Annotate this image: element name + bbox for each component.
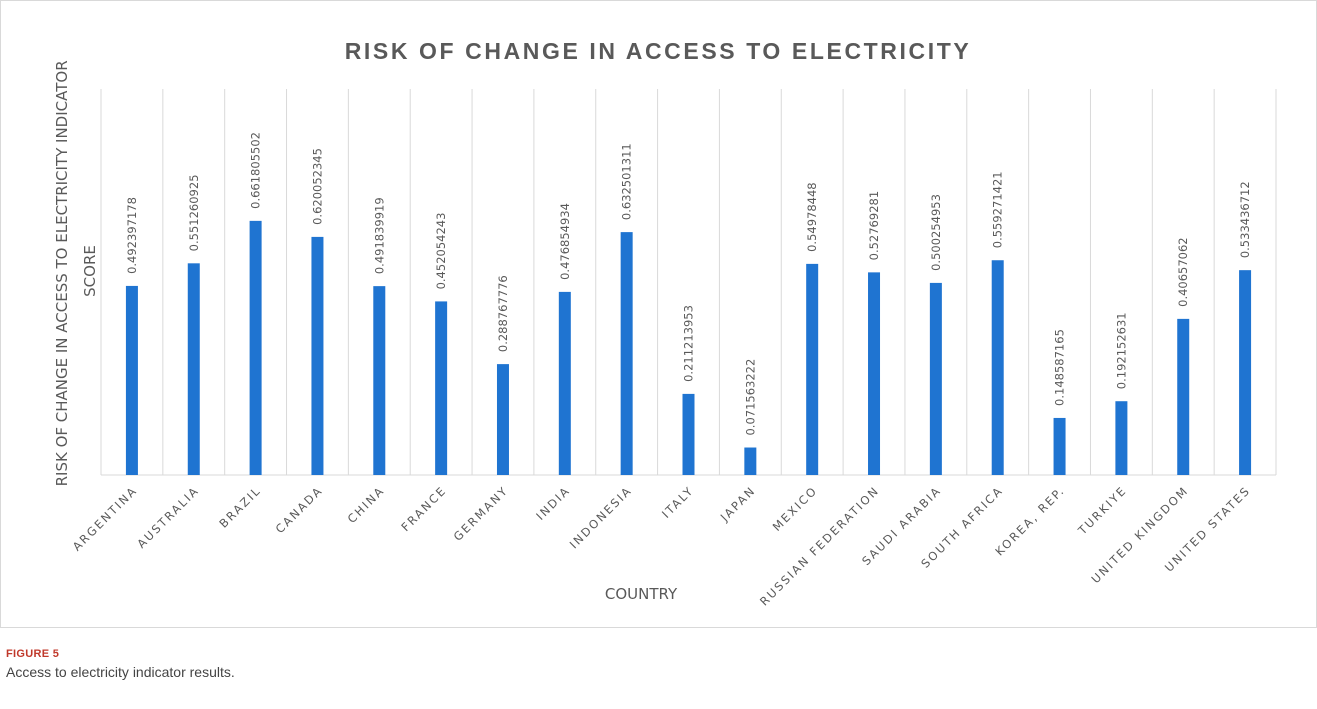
bar-russian-federation (868, 272, 881, 475)
bar-south-africa (991, 260, 1004, 475)
bar-turkiye (1115, 401, 1128, 475)
figure-label: FIGURE 5 (6, 648, 60, 660)
data-label: 0.661805502 (249, 132, 263, 209)
x-tick-label: CANADA (273, 483, 326, 536)
data-label: 0.491839919 (372, 197, 386, 274)
bars (125, 220, 1252, 475)
bar-germany (496, 364, 509, 475)
data-label: 0.40657062 (1176, 237, 1190, 307)
data-label: 0.533436712 (1238, 181, 1252, 258)
data-label: 0.492397178 (125, 197, 139, 274)
gridlines (100, 89, 1277, 475)
data-label: 0.54978448 (805, 182, 819, 252)
bar-australia (187, 263, 200, 475)
x-tick-label: CHINA (345, 483, 388, 526)
x-tick-label: INDIA (533, 483, 573, 523)
bar-france (435, 301, 448, 475)
y-axis-title: RISK OF CHANGE IN ACCESS TO ELECTRICITY … (53, 56, 99, 487)
data-label: 0.211213953 (682, 305, 696, 382)
bar-mexico (806, 263, 819, 475)
x-axis-title: COUNTRY (605, 585, 678, 603)
data-label: 0.620052345 (310, 148, 324, 225)
bar-united-states (1239, 270, 1252, 475)
bar-canada (311, 236, 324, 475)
x-tick-label: TURKIYE (1075, 483, 1130, 538)
x-tick-label: GERMANY (451, 483, 512, 544)
x-tick-label: AUSTRALIA (134, 483, 202, 551)
bar-argentina (125, 285, 138, 475)
bar-italy (682, 393, 695, 475)
bar-chart: RISK OF CHANGE IN ACCESS TO ELECTRICITY … (53, 38, 1277, 608)
bar-japan (744, 447, 757, 475)
bar-united-kingdom (1177, 318, 1190, 475)
data-label: 0.148587165 (1053, 329, 1067, 406)
data-label: 0.071563222 (743, 359, 757, 436)
x-tick-label: JAPAN (717, 483, 759, 525)
data-label: 0.551260925 (187, 174, 201, 251)
bar-china (373, 286, 386, 475)
data-label: 0.476854934 (558, 203, 572, 280)
bar-korea-rep (1053, 417, 1066, 475)
data-label: 0.52769281 (867, 191, 881, 261)
y-axis-title-line-1: RISK OF CHANGE IN ACCESS TO ELECTRICITY … (53, 60, 71, 486)
x-tick-label: BRAZIL (216, 483, 263, 530)
x-tick-label: MEXICO (770, 483, 821, 534)
chart-title: RISK OF CHANGE IN ACCESS TO ELECTRICITY (345, 38, 972, 64)
data-label: 0.500254953 (929, 194, 943, 271)
x-tick-label: ITALY (659, 483, 697, 521)
data-labels: 0.492397178 0.551260925 0.661805502 0.62005… (125, 132, 1252, 435)
bar-saudi-arabia (929, 282, 942, 475)
bar-indonesia (620, 232, 633, 475)
figure-caption: Access to electricity indicator results. (6, 664, 235, 680)
x-tick-label: RUSSIAN FEDERATION (757, 483, 882, 608)
data-label: 0.452054243 (434, 213, 448, 290)
x-tick-label: ARGENTINA (70, 483, 140, 553)
x-tick-label: FRANCE (398, 483, 449, 534)
x-tick-label: INDONESIA (567, 483, 635, 551)
bar-brazil (249, 220, 262, 475)
data-label: 0.288767776 (496, 275, 510, 352)
data-label: 0.192152631 (1114, 312, 1128, 389)
data-label: 0.632501311 (620, 143, 634, 220)
bar-india (558, 291, 571, 475)
chart-frame: RISK OF CHANGE IN ACCESS TO ELECTRICITY … (0, 0, 1317, 628)
y-axis-title-line-2: SCORE (81, 245, 99, 297)
data-label: 0.559271421 (991, 171, 1005, 248)
